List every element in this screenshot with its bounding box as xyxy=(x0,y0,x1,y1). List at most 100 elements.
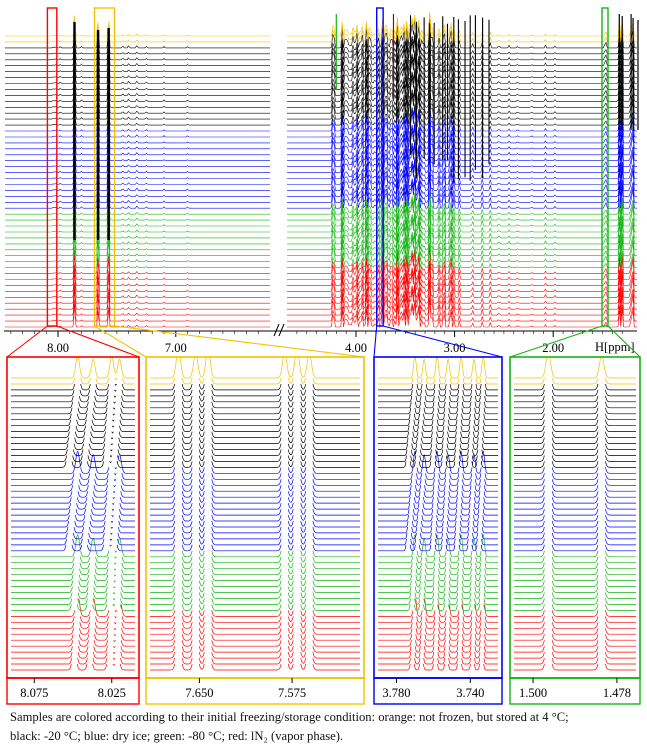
zoom-trace xyxy=(514,554,636,581)
overview-tick-label: 7.00 xyxy=(165,341,187,355)
zoom-traces xyxy=(150,357,360,671)
zoom-trace xyxy=(514,589,636,617)
zoom-tick-label: 8.075 xyxy=(20,686,48,700)
zoom-axis-box xyxy=(373,677,503,705)
zoom-trace xyxy=(514,411,636,438)
zoom-trace xyxy=(514,530,636,558)
zoom-connector xyxy=(382,325,503,358)
zoom-trace xyxy=(514,393,636,421)
zoom-trace xyxy=(514,524,636,552)
overview-trace xyxy=(5,82,637,109)
zoom-trace xyxy=(514,375,636,403)
overview-trace xyxy=(5,102,637,133)
zoom-traces xyxy=(514,357,636,671)
overview-trace xyxy=(5,153,637,180)
zoom-connector xyxy=(56,325,140,358)
overview-trace xyxy=(5,13,637,44)
overview-trace xyxy=(5,100,637,126)
zoom-trace xyxy=(514,625,636,653)
zoom-trace xyxy=(514,488,636,516)
overview-trace xyxy=(5,84,637,115)
overview-trace xyxy=(5,136,637,162)
zoom-trace xyxy=(514,476,636,504)
zoom-trace xyxy=(378,396,498,421)
overview-trace xyxy=(5,68,637,102)
zoom-trace xyxy=(514,482,636,510)
overview-trace xyxy=(5,193,637,227)
zoom-trace xyxy=(150,357,360,379)
zoom-trace xyxy=(514,595,636,623)
overview-trace xyxy=(5,173,637,204)
zoom-region-box xyxy=(601,7,609,327)
zoom-trace xyxy=(514,452,636,480)
zoom-trace xyxy=(378,497,498,522)
overview-trace xyxy=(5,227,637,257)
zoom-connector xyxy=(114,325,365,358)
overview-trace xyxy=(5,64,637,91)
zoom-axis-box xyxy=(6,677,140,705)
overview-trace xyxy=(5,86,637,120)
zoom-trace xyxy=(514,607,636,635)
zoom-trace xyxy=(514,560,636,587)
axis-break-mark xyxy=(278,323,285,337)
overview-trace xyxy=(5,282,637,316)
zoom-traces xyxy=(11,357,135,671)
zoom-trace xyxy=(514,565,636,593)
overview-tick-label: 3.00 xyxy=(444,341,466,355)
overview-trace xyxy=(5,122,637,156)
overview-trace xyxy=(5,171,637,198)
overview-trace xyxy=(5,66,637,97)
caption-line-2: black: -20 °C; blue: dry ice; green: -80… xyxy=(10,729,344,743)
zoom-trace xyxy=(514,357,636,379)
zoom-trace xyxy=(514,428,636,456)
overview-trace xyxy=(5,207,637,233)
overview-trace xyxy=(5,104,637,138)
zoom-trace xyxy=(514,405,636,432)
zoom-connector xyxy=(509,325,603,358)
zoom-trace xyxy=(514,518,636,546)
zoom-trace xyxy=(378,485,498,510)
overview-trace xyxy=(5,138,637,168)
zoom-region-box xyxy=(46,7,58,327)
overview-trace xyxy=(5,264,637,298)
overview-trace xyxy=(5,298,637,329)
zoom-trace xyxy=(514,387,636,415)
overview-trace xyxy=(5,280,637,311)
zoom-panels: 8.075 8.025 7.650 7.575 3.780 3.740 1.500 1.478 xyxy=(6,356,641,705)
zoom-trace xyxy=(378,646,498,671)
zoom-axis-box xyxy=(145,677,365,705)
zoom-trace xyxy=(514,613,636,641)
overview-x-unit: H[ppm] xyxy=(595,340,635,354)
axis-break-mark xyxy=(273,323,280,337)
zoom-tick-label: 3.740 xyxy=(456,686,484,700)
overview-trace xyxy=(5,175,637,209)
zoom-trace xyxy=(378,491,498,516)
overview-trace xyxy=(5,262,637,293)
overview-trace xyxy=(5,32,637,67)
overview-trace xyxy=(5,29,637,55)
zoom-trace xyxy=(514,500,636,528)
zoom-traces xyxy=(378,357,498,671)
overview-trace xyxy=(5,31,637,61)
zoom-panel-frame xyxy=(509,356,641,679)
zoom-trace xyxy=(514,399,636,427)
zoom-tick-label: 3.780 xyxy=(382,686,410,700)
zoom-trace xyxy=(514,422,636,450)
zoom-trace xyxy=(514,458,636,486)
overview-trace xyxy=(5,243,637,269)
overview-trace xyxy=(5,118,637,144)
zoom-trace xyxy=(514,363,636,391)
zoom-trace xyxy=(514,494,636,522)
zoom-trace xyxy=(514,643,636,671)
overview-trace xyxy=(5,246,637,280)
zoom-trace xyxy=(514,434,636,462)
zoom-trace xyxy=(378,402,498,427)
zoom-trace xyxy=(378,420,498,444)
zoom-tick-label: 1.478 xyxy=(603,686,631,700)
overview-trace xyxy=(5,120,637,150)
zoom-trace xyxy=(378,587,498,611)
overview-trace xyxy=(5,225,637,251)
zoom-tick-label: 7.650 xyxy=(185,686,213,700)
overview-axis: H[ppm] 8.00 7.00 4.00 3.00 2.00 xyxy=(4,323,637,355)
zoom-trace xyxy=(514,357,636,385)
